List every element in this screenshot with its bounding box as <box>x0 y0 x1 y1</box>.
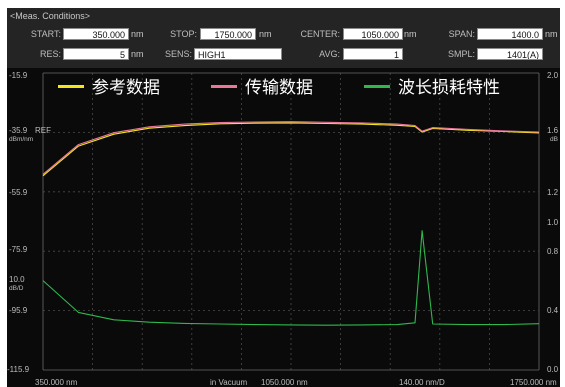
x-center-label: 1050.000 nm <box>261 378 308 387</box>
series-line-reference <box>42 122 540 177</box>
span-unit: nm <box>545 29 558 39</box>
stop-label: STOP: <box>170 29 197 39</box>
sens-label: SENS: <box>164 49 192 59</box>
x-scale-label: 140.00 nm/D <box>399 378 445 387</box>
measurement-conditions-panel: <Meas. Conditions> START: 350.000 nm STO… <box>7 8 560 68</box>
right-tick-label: 2.0 <box>547 71 559 80</box>
legend-item-transmission: 传输数据 <box>211 78 313 98</box>
y-tick-label: -115.9 <box>7 365 30 374</box>
res-label: RES: <box>39 49 61 59</box>
x-start-label: 350.000 nm <box>35 378 78 387</box>
avg-field[interactable]: 1 <box>343 48 403 60</box>
y-tick-label: -55.9 <box>9 188 28 197</box>
legend-swatch <box>211 84 237 88</box>
legend-label: 波长损耗特性 <box>398 78 500 98</box>
center-field[interactable]: 1050.000 <box>343 28 403 40</box>
legend-label: 传输数据 <box>245 78 313 98</box>
trace-graph[interactable]: -15.9 -35.9 REF dBm/nm -55.9 -75.9 10.0 … <box>7 68 560 387</box>
center-unit: nm <box>404 29 417 39</box>
right-tick-label: 0.8 <box>547 247 559 256</box>
y-tick-label: -35.9 <box>9 126 28 135</box>
legend-item-reference: 参考数据 <box>58 78 160 98</box>
legend-swatch <box>58 84 84 88</box>
plot-svg <box>42 72 540 371</box>
traces <box>42 121 540 326</box>
legend-item-loss: 波长损耗特性 <box>364 78 500 98</box>
scale-per-div-label: 10.0 <box>9 275 25 284</box>
grid <box>42 72 540 371</box>
center-label: CENTER: <box>300 29 340 39</box>
scale-unit-label: dB/D <box>9 285 24 292</box>
right-tick-label: 1.6 <box>547 126 559 135</box>
right-tick-label: 1.2 <box>547 188 559 197</box>
legend-swatch <box>364 84 390 88</box>
y-tick-label: -75.9 <box>9 245 28 254</box>
start-field[interactable]: 350.000 <box>63 28 129 40</box>
y-tick-label: -15.9 <box>9 71 28 80</box>
span-label: SPAN: <box>448 29 475 39</box>
smpl-field[interactable]: 1401(A) <box>477 48 543 60</box>
conditions-title: <Meas. Conditions> <box>10 11 91 21</box>
res-field[interactable]: 5 <box>63 48 129 60</box>
sens-field[interactable]: HIGH1 <box>194 48 282 60</box>
start-label: START: <box>30 29 61 39</box>
right-tick-label: 0.4 <box>547 306 559 315</box>
x-stop-label: 1750.000 nm <box>510 378 557 387</box>
stop-field[interactable]: 1750.000 <box>200 28 256 40</box>
res-unit: nm <box>131 49 144 59</box>
series-line-transmission <box>42 121 540 175</box>
start-unit: nm <box>131 29 144 39</box>
series-line-loss <box>42 230 540 326</box>
avg-label: AVG: <box>319 49 340 59</box>
x-medium-note: in Vacuum <box>210 378 248 387</box>
y-tick-label: -95.9 <box>9 306 28 315</box>
smpl-label: SMPL: <box>447 49 475 59</box>
stop-unit: nm <box>259 29 272 39</box>
legend-label: 参考数据 <box>92 78 160 98</box>
right-tick-label: 0.0 <box>547 365 559 374</box>
span-field[interactable]: 1400.0 <box>477 28 543 40</box>
right-unit-label: dB <box>550 136 558 143</box>
right-tick-label: 1.0 <box>547 218 559 227</box>
ref-label: REF <box>35 126 51 135</box>
left-unit-label: dBm/nm <box>9 136 34 143</box>
